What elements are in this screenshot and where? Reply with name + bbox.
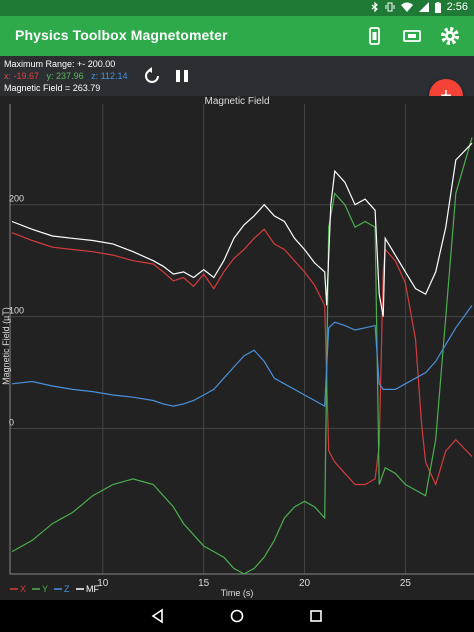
chart-series	[11, 137, 473, 575]
vibrate-icon	[385, 2, 395, 12]
chart-svg: Magnetic Field Magnetic Field (µT) Time …	[1, 96, 474, 598]
navigation-bar	[0, 600, 474, 632]
app-bar: Physics Toolbox Magnetometer	[0, 16, 474, 56]
gear-icon[interactable]	[438, 24, 462, 48]
legend-label-mf: MF	[86, 584, 99, 594]
pause-icon[interactable]	[172, 66, 192, 86]
y-tick-label: 0	[9, 418, 14, 428]
x-axis-label: Time (s)	[221, 588, 254, 598]
legend-label-x: X	[20, 584, 26, 594]
chart-ticks: 10 15 20 25 0 100 200	[9, 194, 411, 589]
battery-icon	[434, 1, 441, 13]
reset-icon[interactable]	[142, 66, 162, 86]
wifi-icon	[400, 2, 413, 12]
y-tick-label: 100	[9, 306, 24, 316]
y-tick-label: 200	[9, 194, 24, 204]
z-value: z: 112.14	[91, 71, 128, 81]
status-icons: 2:56	[371, 1, 468, 13]
series-line-z	[11, 305, 473, 408]
status-bar: 2:56	[0, 0, 474, 16]
series-line-mf	[11, 142, 473, 317]
readout-panel	[0, 56, 474, 96]
legend-label-z: Z	[64, 584, 70, 594]
recents-icon[interactable]	[308, 608, 324, 624]
home-icon[interactable]	[229, 608, 245, 624]
x-tick-label: 15	[198, 578, 210, 589]
bluetooth-icon	[371, 1, 379, 13]
y-value: y: 237.96	[46, 71, 84, 81]
series-line-y	[11, 137, 473, 575]
phone-icon[interactable]	[362, 24, 386, 48]
magnetic-field-value: Magnetic Field = 263.79	[4, 83, 101, 93]
legend-label-y: Y	[42, 584, 48, 594]
signal-icon	[418, 2, 429, 12]
x-tick-label: 20	[299, 578, 311, 589]
y-axis-label: Magnetic Field (µT)	[1, 307, 11, 385]
status-time: 2:56	[446, 1, 468, 13]
chart-legend: X Y Z MF	[10, 584, 99, 594]
back-icon[interactable]	[150, 608, 166, 624]
x-tick-label: 25	[400, 578, 412, 589]
chart-grid	[9, 104, 474, 575]
maximum-range: Maximum Range: +- 200.00	[4, 59, 116, 69]
axis-readout: x: -19.67 y: 237.96 z: 112.14	[4, 71, 127, 81]
magnetic-field-chart: Magnetic Field Magnetic Field (µT) Time …	[0, 96, 474, 600]
series-line-x	[11, 228, 473, 487]
screen-icon[interactable]	[400, 24, 424, 48]
x-tick-label: 10	[97, 578, 109, 589]
app-title: Physics Toolbox Magnetometer	[15, 27, 228, 43]
x-value: x: -19.67	[4, 71, 40, 81]
chart-title: Magnetic Field	[204, 96, 269, 107]
